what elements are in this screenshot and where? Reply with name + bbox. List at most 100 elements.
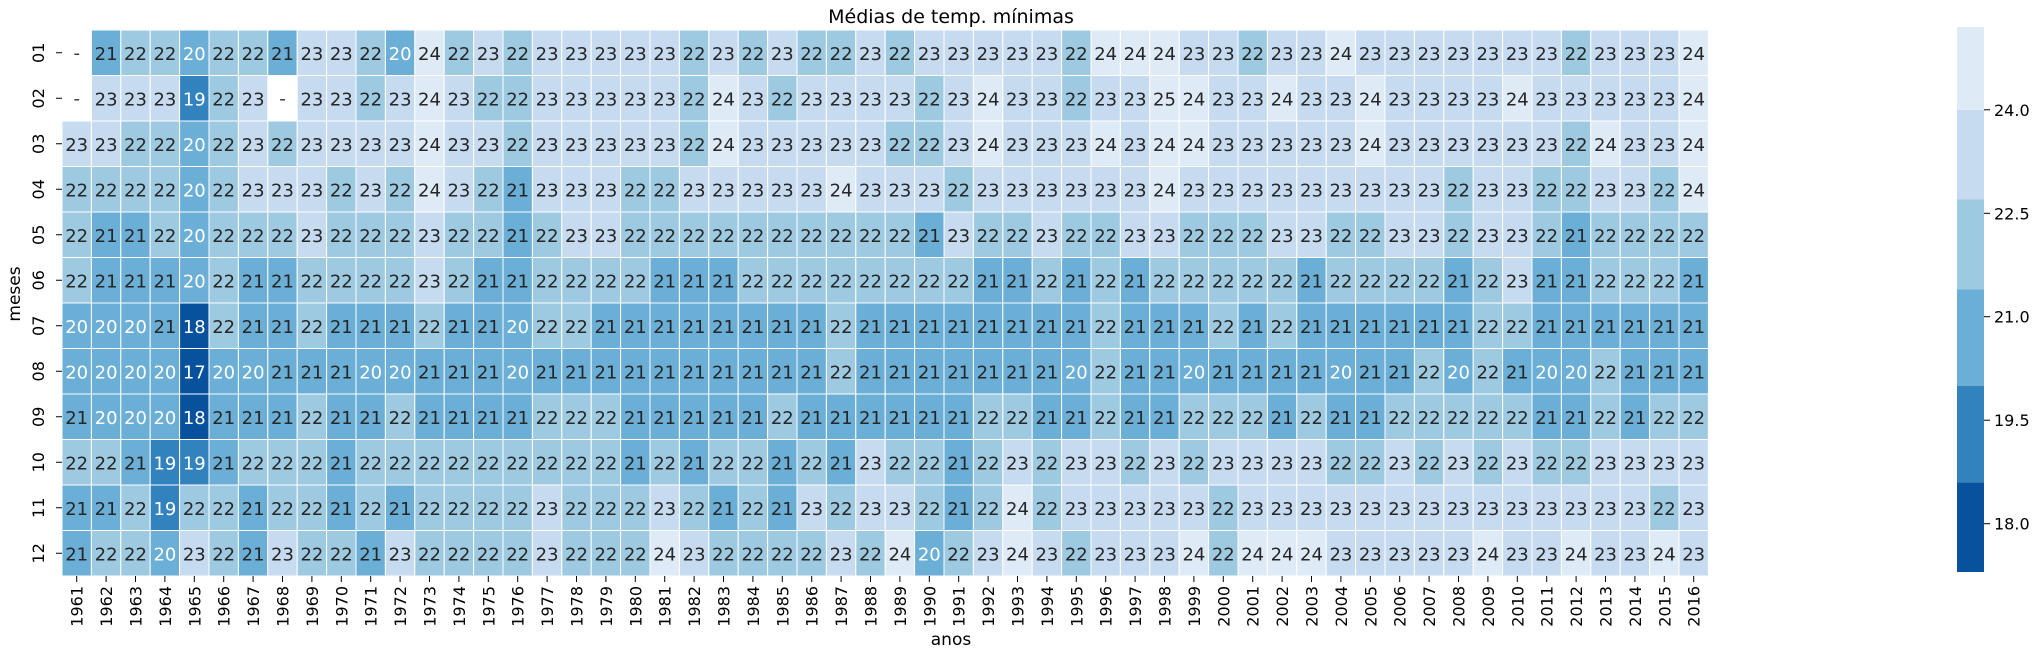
heatmap-cell (943, 393, 974, 440)
heatmap-cell (708, 393, 739, 440)
cell-value-label: 22 (771, 408, 794, 429)
heatmap-cell (678, 439, 710, 486)
heatmap-cell (1502, 257, 1533, 304)
heatmap-cell (384, 530, 416, 577)
cell-value-label: 21 (1535, 317, 1558, 338)
heatmap-cell (384, 120, 416, 167)
heatmap-cell (1178, 393, 1210, 440)
heatmap-cell (767, 257, 798, 304)
x-tick-label: 2004 (1332, 586, 1351, 627)
cell-value-label: 21 (771, 362, 794, 383)
x-tick-label: 1985 (773, 586, 792, 627)
cell-value-label: 23 (1094, 499, 1117, 520)
cell-value-label: 23 (1271, 180, 1294, 201)
cell-value-label: 23 (741, 89, 764, 110)
heatmap-cell (237, 75, 269, 122)
cell-value-label: 21 (212, 408, 235, 429)
heatmap-cell (708, 75, 739, 122)
y-tick-label: 03 (29, 134, 48, 154)
cell-value-label: 23 (653, 44, 676, 65)
cell-value-label: 22 (212, 89, 235, 110)
cell-value-label: 22 (124, 44, 147, 65)
x-tick-label: 1971 (362, 586, 381, 627)
cell-value-label: 21 (918, 362, 941, 383)
cell-value-label: 22 (800, 271, 823, 292)
cell-value-label: 20 (95, 362, 118, 383)
heatmap-cell (1384, 120, 1415, 167)
cell-value-label: 23 (888, 499, 911, 520)
cell-value-label: 19 (153, 453, 176, 474)
cell-value-label: 23 (418, 226, 441, 247)
cell-value-label: 23 (1476, 180, 1499, 201)
heatmap-cell (1090, 530, 1121, 577)
cell-value-label: 22 (830, 271, 853, 292)
cell-value-label: 23 (1094, 544, 1117, 565)
cell-value-label: 21 (359, 408, 382, 429)
heatmap-cell (179, 211, 210, 258)
cell-value-label: 20 (65, 362, 88, 383)
heatmap-cell (1413, 484, 1445, 531)
cell-value-label: 23 (565, 89, 588, 110)
heatmap-cell (355, 75, 386, 122)
cell-value-label: 21 (242, 408, 265, 429)
cell-value-label: 21 (271, 271, 294, 292)
cell-value-label: 22 (418, 317, 441, 338)
cell-value-label: 22 (1682, 226, 1705, 247)
heatmap-cell (1119, 211, 1151, 258)
cell-value-label: 23 (859, 499, 882, 520)
cell-value-label: 21 (947, 362, 970, 383)
cell-value-label: 21 (653, 362, 676, 383)
cell-value-label: 22 (506, 89, 529, 110)
heatmap-cell (149, 211, 181, 258)
heatmap-cell (326, 120, 357, 167)
heatmap-cell (267, 257, 298, 304)
heatmap-cell (1502, 530, 1533, 577)
cell-value-label: 22 (65, 453, 88, 474)
x-tick-label: 1977 (538, 586, 557, 627)
cell-value-label: 22 (389, 226, 412, 247)
cell-value-label: 22 (300, 544, 323, 565)
heatmap-cell (267, 29, 298, 76)
heatmap-cell (1413, 166, 1445, 213)
heatmap-cell (590, 29, 622, 76)
cell-value-label: 24 (1094, 135, 1117, 156)
cell-value-label: 23 (918, 180, 941, 201)
cell-value-label: 22 (1094, 271, 1117, 292)
cell-value-label: 21 (242, 499, 265, 520)
heatmap-cell (1384, 29, 1415, 76)
cell-value-label: 22 (565, 271, 588, 292)
heatmap-cell (1031, 393, 1063, 440)
cell-value-label: 21 (477, 317, 500, 338)
heatmap-cell (1531, 166, 1562, 213)
cell-value-label: 22 (1153, 271, 1176, 292)
cell-value-label: 21 (447, 317, 470, 338)
cell-value-label: 24 (1300, 544, 1323, 565)
heatmap-cell (1619, 166, 1651, 213)
cell-value-label: 18 (183, 408, 206, 429)
missing-value-mark: - (279, 88, 286, 109)
cell-value-label: 23 (1271, 499, 1294, 520)
cell-value-label: 23 (271, 180, 294, 201)
cell-value-label: 22 (1418, 408, 1441, 429)
cell-value-label: 21 (1653, 362, 1676, 383)
cell-value-label: 22 (95, 544, 118, 565)
x-tick-label: 1974 (450, 586, 469, 627)
cell-value-label: 22 (536, 317, 559, 338)
heatmap-cell (620, 439, 651, 486)
colorbar-tick-label: 22.5 (1994, 204, 2030, 223)
x-tick-label: 2002 (1273, 586, 1292, 627)
heatmap-cell (1149, 393, 1180, 440)
cell-value-label: 23 (1447, 44, 1470, 65)
cell-value-label: 22 (330, 226, 353, 247)
heatmap-cell (972, 484, 1004, 531)
cell-value-label: 21 (712, 499, 735, 520)
heatmap-cell (561, 29, 592, 76)
cell-value-label: 22 (1329, 226, 1352, 247)
cell-value-label: 22 (1418, 453, 1441, 474)
cell-value-label: 21 (477, 408, 500, 429)
heatmap-cell (1678, 211, 1709, 258)
cell-value-label: 23 (771, 180, 794, 201)
cell-value-label: 23 (1594, 44, 1617, 65)
cell-value-label: 21 (653, 408, 676, 429)
